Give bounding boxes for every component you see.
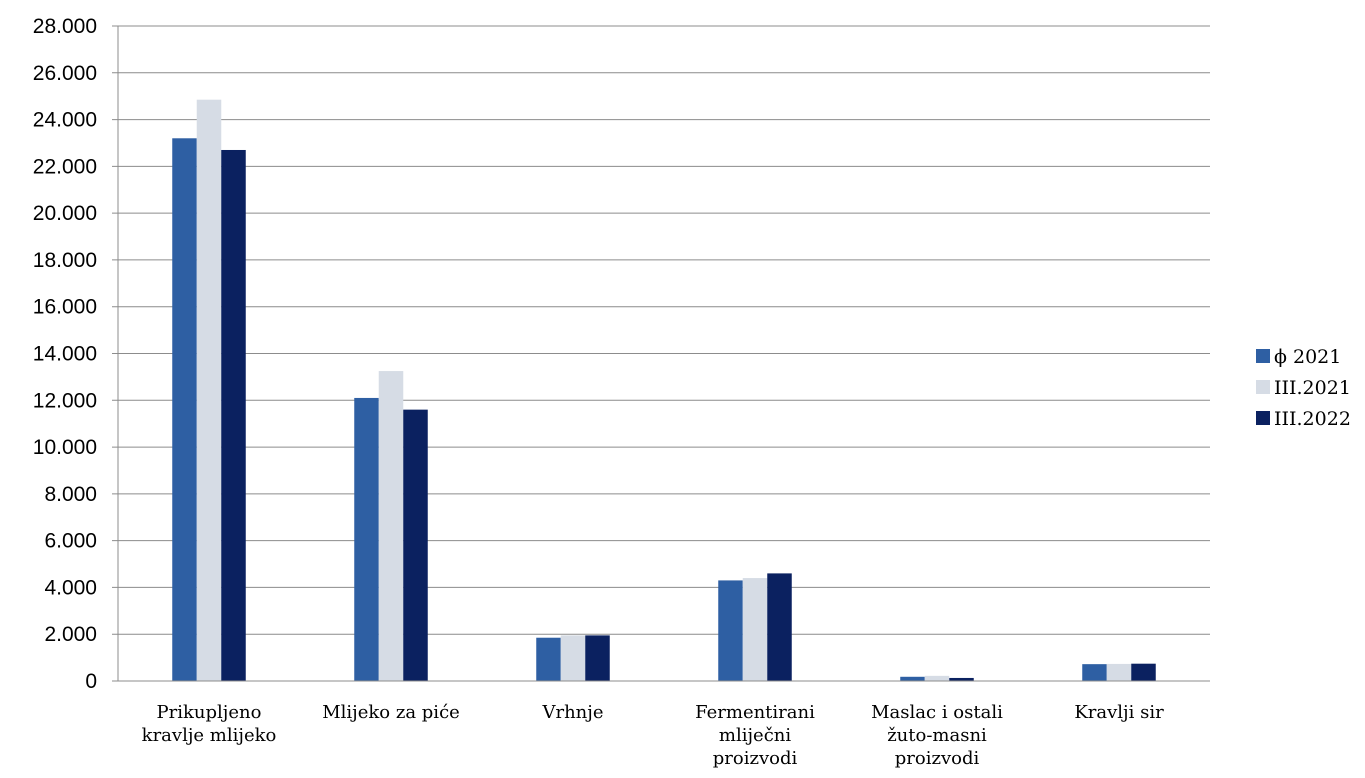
x-tick-label-line: Maslac i ostali: [871, 702, 1003, 723]
bar-iii-2021: [924, 675, 950, 681]
y-tick-label: 2.000: [44, 623, 97, 646]
x-tick-label-line: Mlijeko za piće: [322, 702, 460, 723]
bar-phi-2021: [172, 138, 197, 682]
y-tick-label: 0: [85, 670, 97, 693]
x-tick-label-line: Fermentirani: [695, 702, 815, 723]
x-tick-label: Maslac i ostali žuto-masni proizvodi: [871, 702, 1003, 769]
bar-phi-2021: [354, 397, 379, 681]
y-tick-label: 20.000: [33, 202, 97, 225]
y-tick-label: 10.000: [33, 436, 97, 459]
x-tick-label: Mlijeko za piće: [322, 702, 460, 723]
bar-iii-2021: [742, 578, 768, 681]
x-tick-label-line: kravlje mlijeko: [142, 725, 277, 746]
y-tick-label: 8.000: [44, 483, 97, 506]
x-tick-label-line: proizvodi: [713, 748, 798, 769]
legend-label: III.2022: [1274, 408, 1351, 430]
legend-swatch: [1256, 411, 1270, 425]
legend-label: ϕ 2021: [1274, 346, 1341, 368]
bar-phi-2021: [536, 637, 561, 681]
x-tick-label: Prikupljeno kravlje mlijeko: [142, 702, 277, 746]
legend: ϕ 2021 III.2021 III.2022: [1256, 346, 1351, 430]
bars: [172, 99, 1156, 682]
y-tick-label: 6.000: [44, 530, 97, 553]
y-tick-label: 18.000: [33, 249, 97, 272]
bar-iii-2022: [585, 635, 610, 681]
bar-iii-2022: [767, 573, 792, 681]
bar-phi-2021: [900, 676, 925, 681]
y-tick-label: 12.000: [33, 389, 97, 412]
x-tick-label: Fermentirani mliječni proizvodi: [695, 702, 815, 769]
bar-iii-2022: [221, 149, 246, 681]
bar-iii-2022: [949, 677, 974, 681]
x-tick-label-line: Vrhnje: [541, 702, 603, 723]
bar-iii-2022: [1131, 663, 1156, 681]
y-tick-label: 4.000: [44, 576, 97, 599]
y-tick-label: 16.000: [33, 296, 97, 319]
bar-iii-2021: [196, 99, 222, 681]
x-tick-label: Vrhnje: [541, 702, 603, 723]
x-tick-label-line: žuto-masni: [887, 725, 987, 746]
bar-iii-2021: [1106, 663, 1132, 681]
x-axis: Prikupljeno kravlje mlijeko Mlijeko za pić…: [118, 680, 1210, 769]
x-tick-label-line: Kravlji sir: [1074, 702, 1164, 723]
y-axis: 0 2.000 4.000 6.000 8.000 10.000 12.000 14.000 1…: [33, 15, 119, 693]
bar-phi-2021: [718, 580, 743, 681]
x-tick-label-line: Prikupljeno: [157, 702, 262, 723]
x-tick-label-line: mliječni: [719, 725, 791, 746]
bar-iii-2022: [403, 409, 428, 681]
y-tick-label: 26.000: [33, 62, 97, 85]
bar-iii-2021: [378, 371, 404, 681]
gridlines: [112, 25, 1210, 682]
y-tick-label: 14.000: [33, 343, 97, 366]
legend-swatch: [1256, 349, 1270, 363]
x-tick-label-line: proizvodi: [895, 748, 980, 769]
bar-phi-2021: [1082, 664, 1107, 681]
legend-swatch: [1256, 380, 1270, 394]
y-tick-label: 28.000: [33, 15, 97, 38]
y-tick-label: 22.000: [33, 155, 97, 178]
y-tick-label: 24.000: [33, 109, 97, 132]
legend-label: III.2021: [1274, 377, 1351, 399]
x-tick-label: Kravlji sir: [1074, 702, 1164, 723]
bar-iii-2021: [560, 635, 586, 681]
